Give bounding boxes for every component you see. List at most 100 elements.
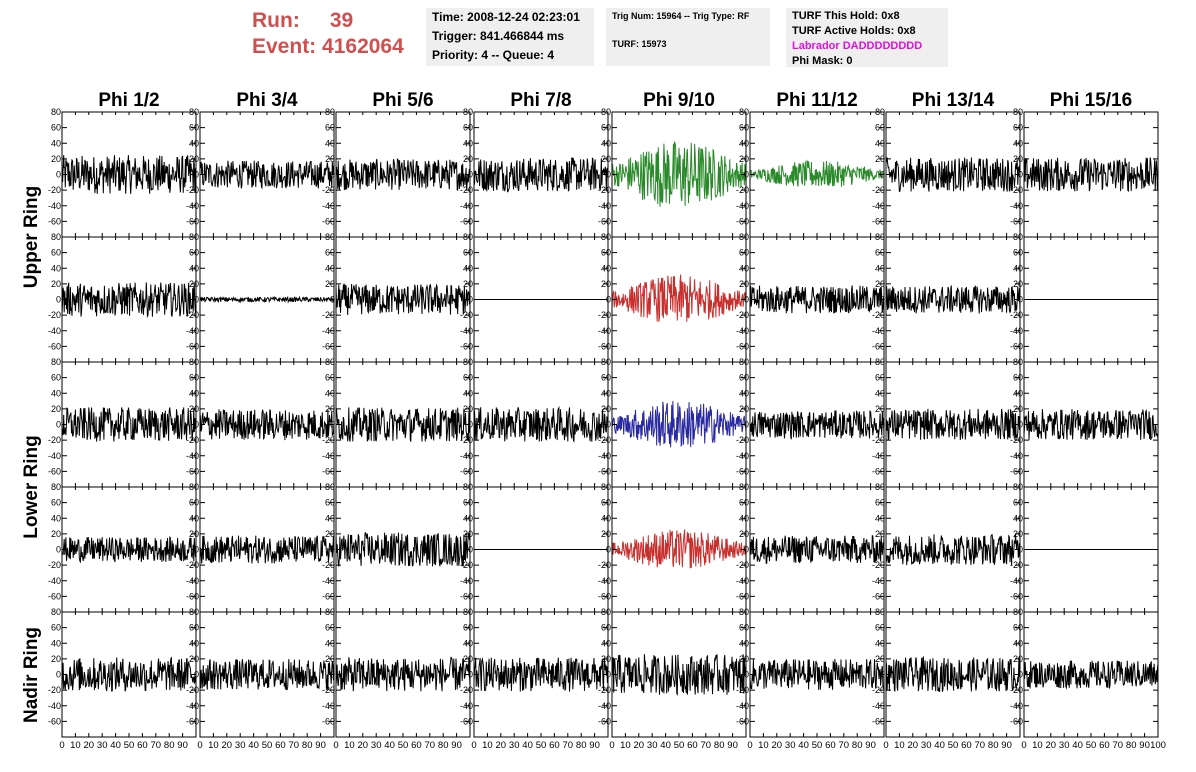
ytick-label-r2-c7: 60 [1013,373,1023,383]
xtick-label-c7: 100 [1150,740,1166,751]
ytick-label-r4-c5: 0 [744,670,749,680]
trace-r0-c2 [335,157,471,191]
xtick-label-c3: 60 [549,740,560,751]
column-header-3: Phi 7/8 [510,90,571,111]
xtick-label-c2: 70 [425,740,436,751]
ytick-label-r2-c5: 80 [739,357,749,367]
ytick-label-r1-c0: -40 [48,326,61,336]
ytick-label-r2-c4: 60 [601,373,611,383]
ytick-label-r1-c7: 60 [1013,248,1023,258]
xtick-label-c0: 60 [137,740,148,751]
ytick-label-r0-c0: -60 [48,216,61,226]
ytick-label-r3-c4: 60 [601,498,611,508]
ytick-label-r0-c6: -40 [872,201,885,211]
xtick-label-c7: 0 [1021,740,1026,751]
column-header-7: Phi 15/16 [1050,90,1132,111]
ytick-label-r2-c7: 40 [1013,388,1023,398]
ytick-label-r3-c1: -60 [186,591,199,601]
xtick-label-c2: 0 [333,740,338,751]
ytick-label-r4-c0: 0 [56,670,61,680]
ytick-label-r3-c0: -40 [48,576,61,586]
ytick-label-r2-c6: 60 [875,373,885,383]
ytick-label-r0-c4: 80 [601,107,611,117]
ytick-label-r1-c2: -60 [322,341,335,351]
ytick-label-r3-c5: -40 [736,576,749,586]
ytick-label-r1-c1: 60 [189,248,199,258]
ytick-label-r4-c4: 0 [606,670,611,680]
ytick-label-r3-c2: -60 [322,591,335,601]
ytick-label-r0-c3: 80 [463,107,473,117]
ytick-label-r4-c1: -20 [186,685,199,695]
xtick-label-c4: 90 [727,740,738,751]
ytick-label-r1-c1: 40 [189,263,199,273]
ytick-label-r3-c1: -40 [186,576,199,586]
ytick-label-r4-c4: -20 [598,685,611,695]
ytick-label-r1-c7: -20 [1010,310,1023,320]
xtick-label-c5: 60 [825,740,836,751]
ytick-label-r4-c3: -20 [460,685,473,695]
xtick-label-c0: 90 [177,740,188,751]
ytick-label-r1-c0: -20 [48,310,61,320]
ytick-label-r4-c1: 60 [189,623,199,633]
xtick-label-c7: 40 [1072,740,1083,751]
ytick-label-r3-c3: 0 [468,545,473,555]
ytick-label-r0-c4: 20 [601,154,611,164]
xtick-label-c7: 10 [1032,740,1043,751]
ytick-label-r1-c7: 40 [1013,263,1023,273]
ytick-label-r2-c4: -60 [598,466,611,476]
ytick-label-r1-c3: -20 [460,310,473,320]
trace-r2-c3 [473,405,609,443]
xtick-label-c7: 20 [1046,740,1057,751]
xtick-label-c3: 40 [522,740,533,751]
ytick-label-r0-c7: 40 [1013,138,1023,148]
ytick-label-r2-c7: 80 [1013,357,1023,367]
ytick-label-r4-c7: 60 [1013,623,1023,633]
ytick-label-r1-c5: 20 [739,279,749,289]
ytick-label-r2-c3: 80 [463,357,473,367]
ytick-label-r0-c7: -40 [1010,201,1023,211]
ytick-label-r1-c1: -60 [186,341,199,351]
ytick-label-r1-c2: 0 [330,295,335,305]
ytick-label-r3-c5: 20 [739,529,749,539]
xtick-label-c6: 20 [908,740,919,751]
ytick-label-r2-c5: 0 [744,420,749,430]
ytick-label-r4-c2: 80 [325,607,335,617]
trace-r3-c2 [335,531,471,567]
ytick-label-r0-c3: 0 [468,170,473,180]
xtick-label-c7: 60 [1099,740,1110,751]
ytick-label-r4-c3: 60 [463,623,473,633]
trace-r1-c4 [611,274,747,322]
ytick-label-r3-c0: 20 [51,529,61,539]
ytick-label-r3-c3: -60 [460,591,473,601]
ytick-label-r4-c7: 40 [1013,638,1023,648]
ytick-label-r1-c7: -40 [1010,326,1023,336]
xtick-label-c2: 20 [358,740,369,751]
xtick-label-c2: 40 [384,740,395,751]
ytick-label-r3-c2: -40 [322,576,335,586]
ytick-label-r1-c3: 80 [463,232,473,242]
ytick-label-r3-c2: -20 [322,560,335,570]
ytick-label-r2-c2: 60 [325,373,335,383]
ytick-label-r1-c5: 60 [739,248,749,258]
xtick-label-c6: 90 [1001,740,1012,751]
ytick-label-r1-c5: 0 [744,295,749,305]
ytick-label-r2-c1: 40 [189,388,199,398]
ytick-label-r3-c1: 60 [189,498,199,508]
xtick-label-c1: 60 [275,740,286,751]
ytick-label-r2-c0: 80 [51,357,61,367]
ytick-label-r4-c3: 20 [463,654,473,664]
ytick-label-r0-c7: 0 [1018,170,1023,180]
ytick-label-r1-c7: 80 [1013,232,1023,242]
xtick-label-c5: 30 [785,740,796,751]
ytick-label-r4-c6: -40 [872,701,885,711]
trace-r2-c7 [1023,409,1159,441]
column-header-1: Phi 3/4 [236,90,298,111]
ytick-label-r1-c4: 40 [601,263,611,273]
ytick-label-r3-c6: -60 [872,591,885,601]
ytick-label-r3-c0: 0 [56,545,61,555]
ytick-label-r0-c3: 40 [463,138,473,148]
trace-r1-c2 [335,282,471,316]
ytick-label-r2-c1: -60 [186,466,199,476]
ytick-label-r3-c6: 20 [875,529,885,539]
trace-r0-c0 [61,155,197,194]
